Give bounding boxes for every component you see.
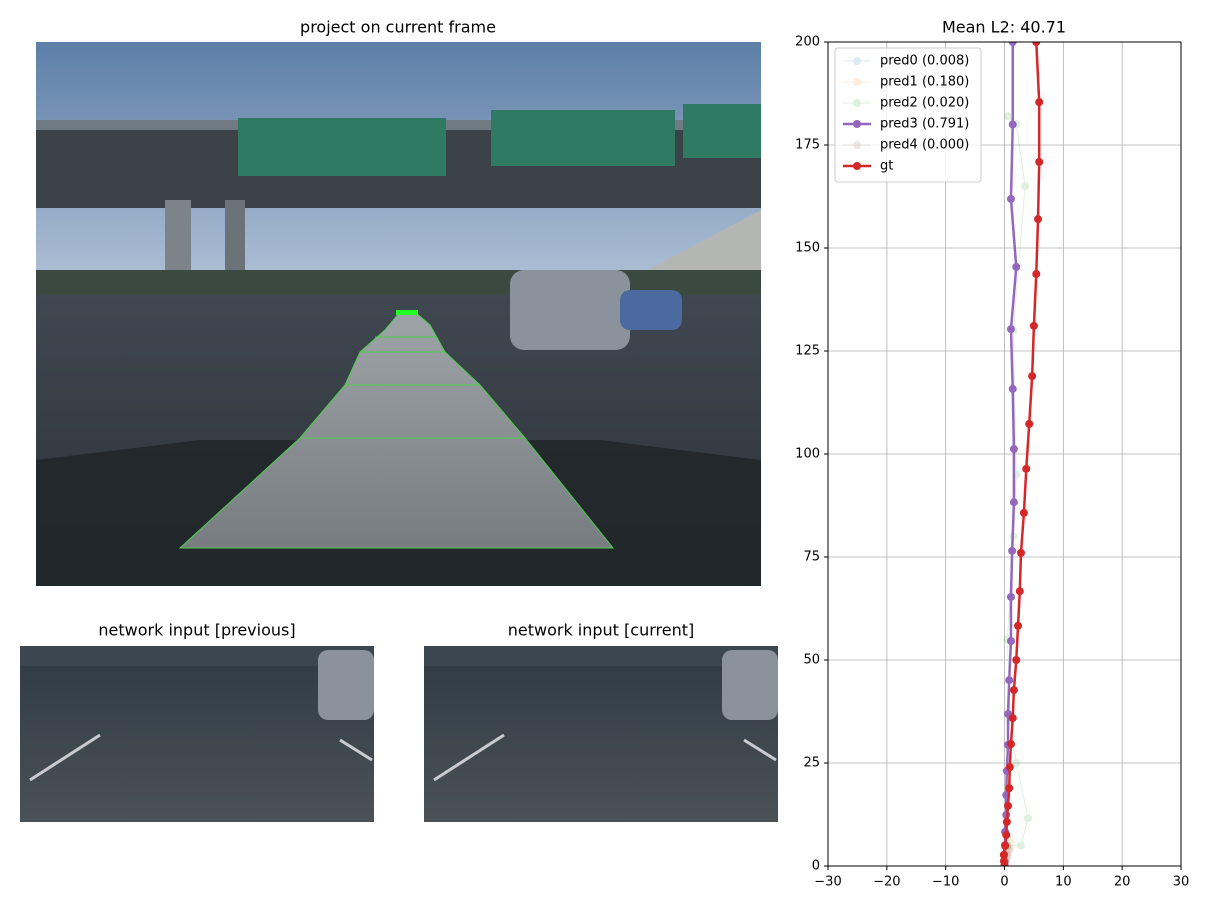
point [1006, 592, 1015, 601]
y-tick-label: 75 [803, 550, 820, 565]
point [1015, 587, 1024, 596]
legend-box [834, 47, 982, 183]
point [999, 850, 1008, 859]
y-tick-label: 200 [795, 35, 820, 50]
y-tick-label: 150 [795, 241, 820, 256]
point [1006, 325, 1015, 334]
point [1006, 637, 1015, 646]
point [1019, 508, 1028, 517]
point [1032, 42, 1041, 46]
y-tick-label: 175 [795, 138, 820, 153]
legend-entry [843, 141, 871, 149]
x-tick-label: −30 [814, 875, 841, 890]
y-tick-label: 25 [803, 756, 820, 771]
x-tick-label: 0 [1000, 875, 1008, 890]
point [1005, 784, 1014, 793]
image-title: network input [current] [508, 621, 695, 640]
point [1008, 546, 1017, 555]
x-tick-label: −10 [932, 875, 959, 890]
legend-marker [853, 78, 861, 86]
legend-label: pred2 (0.020) [880, 96, 969, 111]
y-tick-label: 125 [795, 344, 820, 359]
legend-label: pred1 (0.180) [880, 75, 969, 90]
input-previous [20, 646, 374, 822]
y-tick-label: 0 [812, 859, 820, 874]
point [1035, 98, 1044, 107]
series [999, 42, 1044, 866]
point [1012, 262, 1021, 271]
point [1009, 445, 1018, 454]
point [1029, 321, 1038, 330]
point [1032, 269, 1041, 278]
point [1012, 656, 1021, 664]
legend-label: pred3 (0.791) [880, 117, 969, 132]
legend-marker [853, 99, 861, 107]
point [1001, 841, 1010, 850]
point [1035, 157, 1044, 166]
point [1034, 215, 1043, 224]
point [1008, 120, 1017, 129]
legend-label: pred4 (0.000) [880, 138, 969, 153]
legend-marker [853, 120, 861, 128]
point [1002, 817, 1011, 826]
input-current [424, 646, 778, 822]
point [1005, 763, 1014, 772]
legend-marker [853, 162, 861, 170]
legend-label: pred0 (0.008) [880, 54, 969, 69]
camera-frame [36, 42, 761, 586]
point [1006, 740, 1015, 749]
point [1016, 841, 1025, 850]
y-tick-label: 50 [803, 653, 820, 668]
point [1024, 814, 1033, 823]
point [1002, 831, 1011, 840]
legend-entry [843, 120, 871, 128]
point [1016, 548, 1025, 557]
x-tick-label: 20 [1114, 875, 1131, 890]
point [1022, 464, 1031, 473]
point [999, 857, 1008, 866]
point [1004, 801, 1013, 810]
x-tick-label: −20 [873, 875, 900, 890]
point [1009, 498, 1018, 507]
legend-marker [853, 57, 861, 65]
point [1005, 676, 1014, 685]
point [1008, 42, 1017, 46]
point [1012, 759, 1021, 767]
point [1025, 419, 1034, 428]
point [1008, 384, 1017, 393]
point [1006, 194, 1015, 203]
legend-entry [843, 57, 871, 65]
point [1003, 112, 1012, 121]
x-tick-label: 10 [1055, 875, 1072, 890]
point [1014, 621, 1023, 630]
legend-label: gt [880, 159, 893, 174]
point [1008, 714, 1017, 723]
x-tick-label: 30 [1173, 875, 1190, 890]
axes: −30 −20 −10 0 10 20 30 0 25 50 75 100 125 150 175 200 [795, 35, 1189, 890]
chart-title: Mean L2: 40.71 [942, 18, 1066, 37]
point [1021, 182, 1030, 191]
image-title: network input [previous] [98, 621, 295, 640]
point [1009, 686, 1018, 695]
legend: pred0 (0.008) pred1 (0.180) pred2 (0.020) p… [834, 47, 982, 183]
legend-entry [843, 78, 871, 86]
plot [999, 42, 1044, 866]
y-tick-label: 100 [795, 447, 820, 462]
legend-entry [843, 162, 871, 170]
legend-marker [853, 141, 861, 149]
image-title: project on current frame [300, 18, 496, 37]
legend-entry [843, 99, 871, 107]
point [1028, 372, 1037, 381]
